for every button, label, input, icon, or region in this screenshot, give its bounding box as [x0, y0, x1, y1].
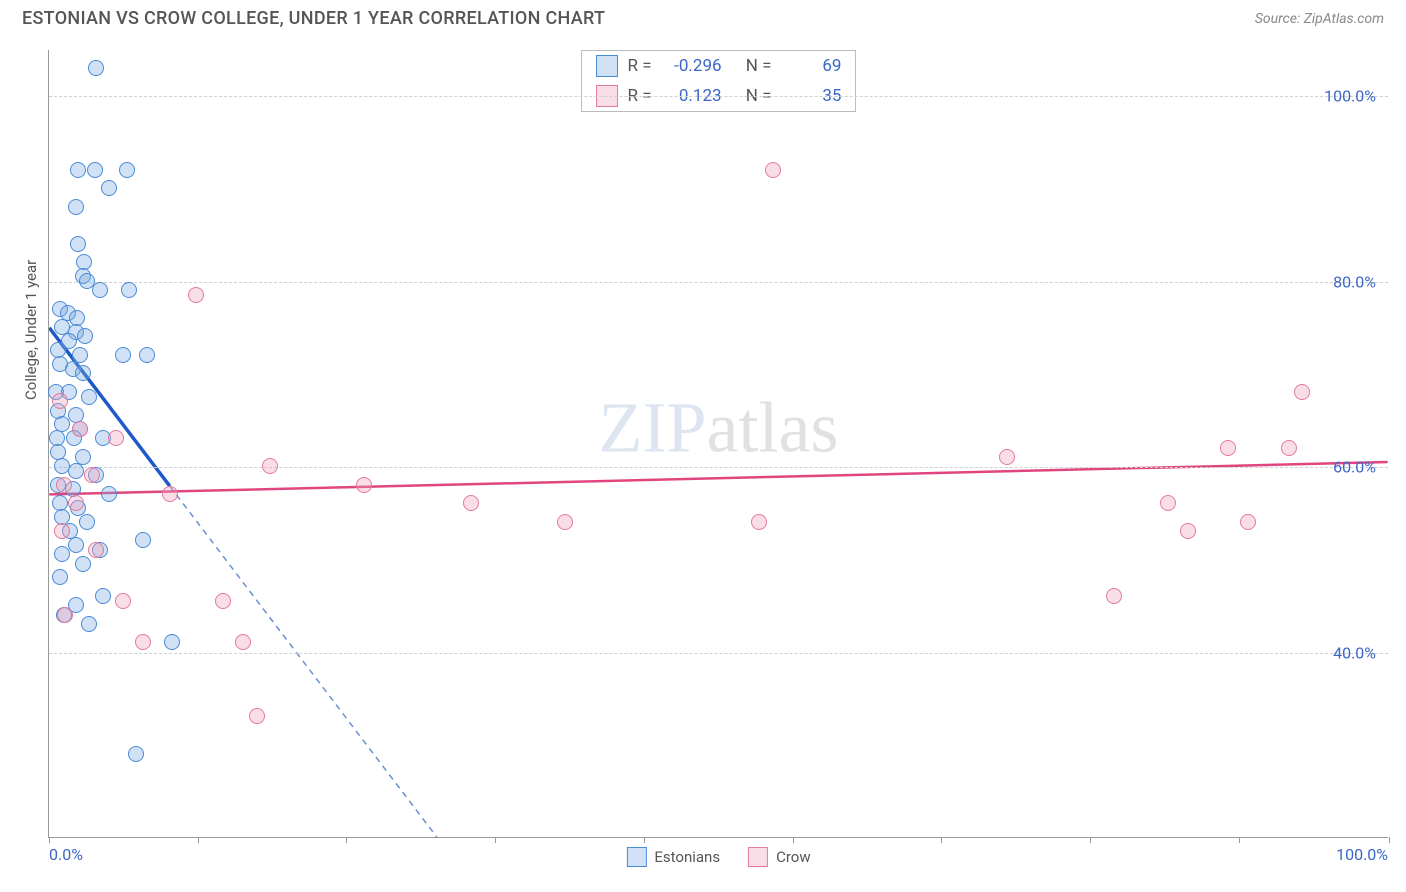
data-point — [1240, 514, 1256, 530]
data-point — [119, 162, 135, 178]
gridline — [49, 467, 1388, 468]
statistics-legend: R = -0.296 N = 69 R = 0.123 N = 35 — [581, 50, 857, 112]
data-point — [128, 746, 144, 762]
x-tick — [1090, 837, 1091, 843]
data-point — [95, 588, 111, 604]
data-point — [1160, 495, 1176, 511]
data-point — [88, 60, 104, 76]
data-point — [121, 282, 137, 298]
data-point — [765, 162, 781, 178]
x-tick — [198, 837, 199, 843]
data-point — [101, 180, 117, 196]
data-point — [215, 593, 231, 609]
data-point — [68, 463, 84, 479]
data-point — [235, 634, 251, 650]
series-legend: Estonians Crow — [626, 847, 810, 867]
y-tick-label: 40.0% — [1333, 643, 1376, 662]
r-label: R = — [628, 56, 652, 76]
data-point — [54, 523, 70, 539]
watermark-zip: ZIP — [599, 387, 707, 467]
data-point — [57, 607, 73, 623]
legend-swatch-icon — [748, 847, 768, 867]
data-point — [135, 634, 151, 650]
legend-label: Crow — [776, 848, 811, 866]
data-point — [139, 347, 155, 363]
data-point — [1281, 440, 1297, 456]
data-point — [68, 495, 84, 511]
data-point — [1180, 523, 1196, 539]
data-point — [188, 287, 204, 303]
watermark-atlas: atlas — [707, 387, 839, 467]
gridline — [49, 653, 1388, 654]
legend-item-crow: Crow — [748, 847, 811, 867]
legend-swatch-estonians — [596, 55, 618, 77]
data-point — [68, 537, 84, 553]
data-point — [557, 514, 573, 530]
data-point — [164, 634, 180, 650]
data-point — [162, 486, 178, 502]
x-tick-label-min: 0.0% — [49, 845, 83, 864]
x-tick — [941, 837, 942, 843]
legend-label: Estonians — [654, 848, 720, 866]
data-point — [92, 282, 108, 298]
data-point — [72, 421, 88, 437]
r-value-estonians: -0.296 — [662, 56, 722, 76]
data-point — [108, 430, 124, 446]
data-point — [356, 477, 372, 493]
n-label: N = — [746, 56, 772, 76]
watermark: ZIPatlas — [599, 386, 839, 469]
data-point — [75, 365, 91, 381]
x-tick — [1239, 837, 1240, 843]
source-attribution: Source: ZipAtlas.com — [1255, 11, 1384, 27]
data-point — [81, 389, 97, 405]
data-point — [249, 708, 265, 724]
data-point — [88, 542, 104, 558]
y-tick-label: 60.0% — [1333, 458, 1376, 477]
data-point — [68, 199, 84, 215]
data-point — [115, 347, 131, 363]
x-tick — [793, 837, 794, 843]
x-tick — [49, 837, 50, 843]
data-point — [262, 458, 278, 474]
data-point — [70, 236, 86, 252]
data-point — [1106, 588, 1122, 604]
data-point — [1294, 384, 1310, 400]
gridline — [49, 96, 1388, 97]
x-tick — [644, 837, 645, 843]
legend-item-estonians: Estonians — [626, 847, 720, 867]
data-point — [52, 393, 68, 409]
x-tick — [1389, 837, 1390, 843]
legend-swatch-icon — [626, 847, 646, 867]
y-axis-label: College, Under 1 year — [22, 260, 40, 400]
stat-row-estonians: R = -0.296 N = 69 — [582, 51, 856, 81]
data-point — [70, 162, 86, 178]
data-point — [115, 593, 131, 609]
data-point — [463, 495, 479, 511]
scatter-chart: ZIPatlas R = -0.296 N = 69 R = 0.123 N =… — [48, 50, 1388, 838]
data-point — [84, 467, 100, 483]
data-point — [101, 486, 117, 502]
y-tick-label: 100.0% — [1324, 87, 1376, 106]
data-point — [999, 449, 1015, 465]
gridline — [49, 282, 1388, 283]
data-point — [751, 514, 767, 530]
n-value-estonians: 69 — [781, 56, 841, 76]
data-point — [87, 162, 103, 178]
data-point — [56, 477, 72, 493]
data-point — [54, 546, 70, 562]
x-tick — [495, 837, 496, 843]
x-tick — [346, 837, 347, 843]
data-point — [77, 328, 93, 344]
x-tick-label-max: 100.0% — [1336, 845, 1388, 864]
y-tick-label: 80.0% — [1333, 272, 1376, 291]
data-point — [135, 532, 151, 548]
data-point — [81, 616, 97, 632]
data-point — [1220, 440, 1236, 456]
data-point — [79, 514, 95, 530]
data-point — [52, 569, 68, 585]
chart-title: ESTONIAN VS CROW COLLEGE, UNDER 1 YEAR C… — [22, 8, 605, 29]
data-point — [75, 556, 91, 572]
